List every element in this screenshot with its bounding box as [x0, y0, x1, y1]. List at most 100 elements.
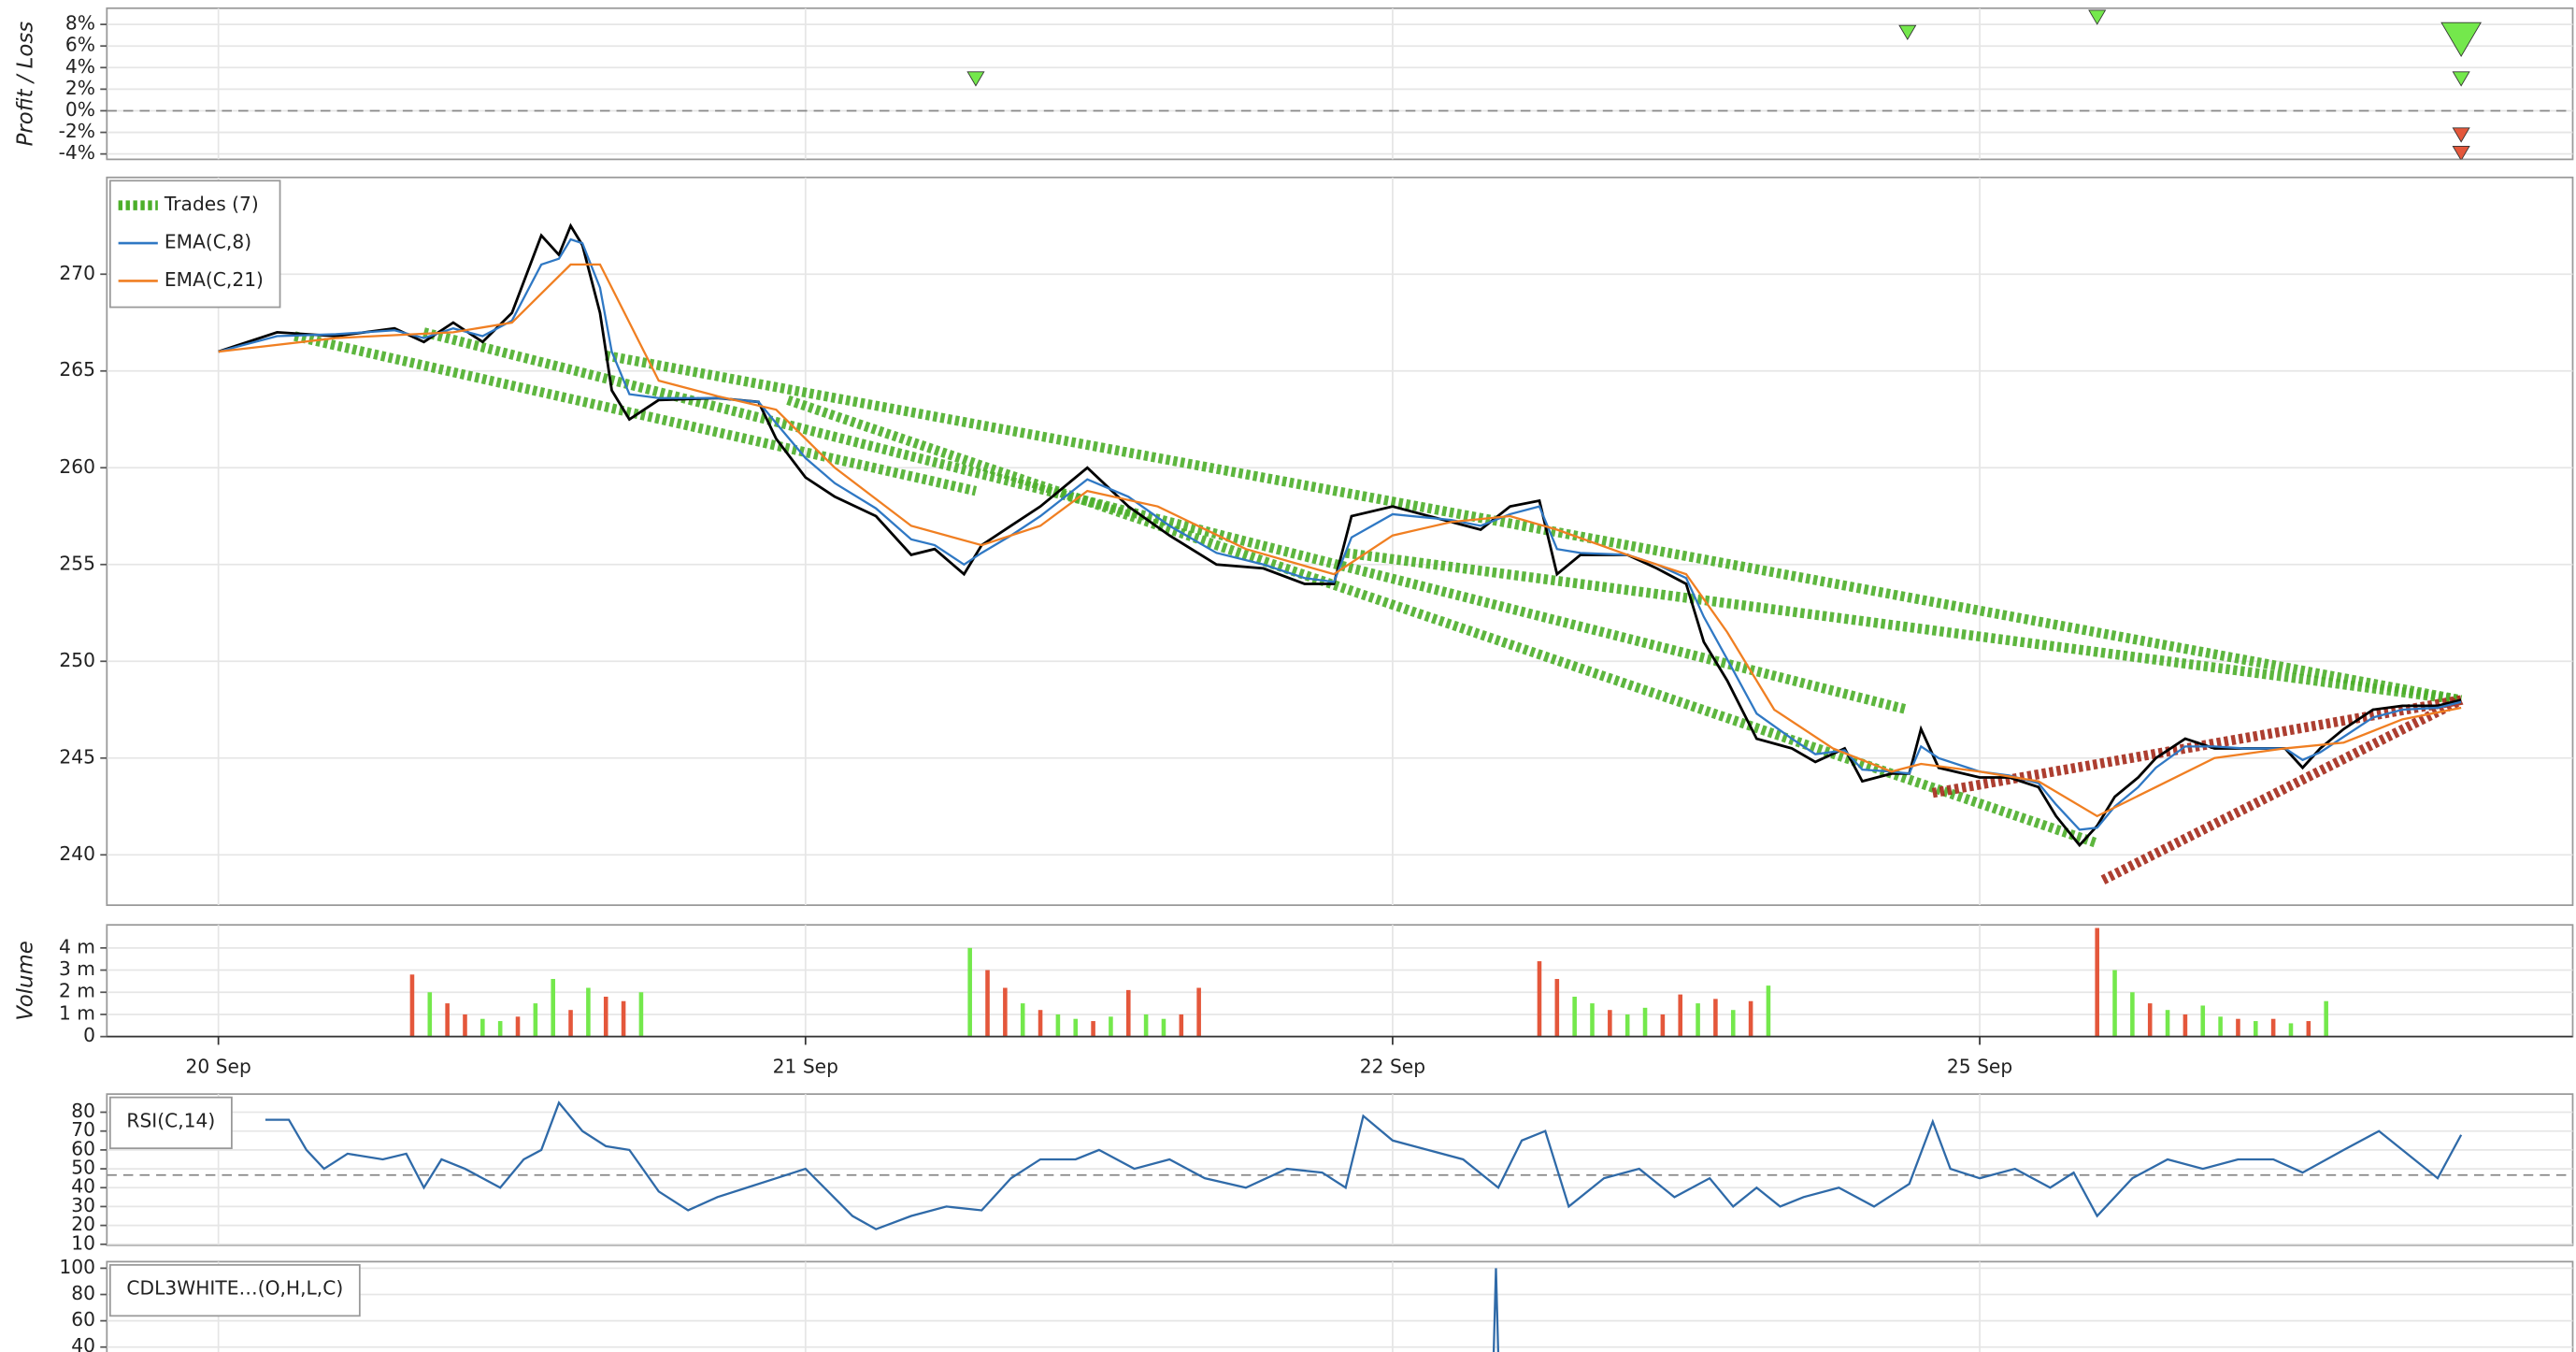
legend-box: [108, 1264, 361, 1317]
volume-bar: [1554, 979, 1560, 1037]
volume-bar: [2095, 928, 2099, 1037]
volume-bar: [1608, 1010, 1612, 1037]
volume-bar: [533, 1003, 538, 1037]
y-tick-label: 260: [59, 455, 95, 478]
y-tick-label: 6%: [65, 34, 95, 56]
panel-frame: [106, 1093, 2574, 1246]
volume-bar: [445, 1003, 450, 1037]
y-tick-label: 8%: [65, 12, 95, 35]
volume-bar: [2324, 1000, 2328, 1037]
trade-line: [422, 327, 1910, 715]
y-tick-label: 20: [71, 1213, 95, 1235]
volume-bar: [463, 1014, 467, 1037]
y-tick-label: 70: [71, 1118, 95, 1141]
volume-bar: [1055, 1014, 1061, 1037]
plot-area: [107, 1094, 2573, 1245]
series-line: [218, 223, 2462, 848]
volume-bar: [1748, 1000, 1753, 1037]
volume-bar: [1109, 1016, 1113, 1037]
volume-bar: [967, 947, 972, 1037]
volume-bar: [1572, 996, 1577, 1037]
volume-bar: [1678, 994, 1683, 1037]
plot-area: [107, 7, 2573, 160]
x-tick-label: 21 Sep: [773, 1056, 838, 1078]
volume-bar: [2236, 1018, 2240, 1037]
volume-bar: [621, 1000, 626, 1037]
trade-marker: [2452, 146, 2470, 160]
y-tick-label: 80: [71, 1100, 95, 1122]
volume-bar: [515, 1016, 521, 1037]
volume-bar: [1196, 987, 1201, 1037]
volume-bar: [427, 992, 433, 1037]
y-tick-label: 40: [71, 1334, 95, 1352]
y-tick-label: -4%: [59, 141, 95, 164]
volume-bar: [551, 979, 555, 1037]
y-tick-label: 4%: [65, 55, 95, 78]
trade-marker: [2088, 9, 2107, 25]
volume-bar: [1696, 1003, 1700, 1037]
volume-bar: [1537, 961, 1542, 1037]
y-axis-label: Profit / Loss: [14, 22, 38, 147]
trade-line: [293, 331, 978, 496]
volume-bar: [1660, 1014, 1666, 1037]
trade-marker: [2440, 22, 2483, 57]
volume-bar: [1143, 1014, 1149, 1037]
volume-bar: [2270, 1018, 2276, 1037]
volume-bar: [1624, 1014, 1630, 1037]
y-axis-label: Volume: [14, 941, 38, 1020]
y-tick-label: 2%: [65, 77, 95, 99]
volume-bar: [1713, 999, 1718, 1037]
y-tick-label: 250: [59, 649, 95, 671]
series-line: [218, 237, 2462, 831]
volume-bar: [497, 1021, 503, 1037]
y-tick-label: 80: [71, 1282, 95, 1304]
x-tick-label: 20 Sep: [186, 1056, 251, 1078]
volume-bar: [1003, 987, 1008, 1037]
volume-bar: [586, 987, 591, 1037]
y-tick-label: 60: [71, 1137, 95, 1159]
volume-bar: [1073, 1018, 1079, 1037]
volume-bar: [603, 996, 608, 1037]
volume-bar: [1161, 1018, 1166, 1037]
volume-bar: [2254, 1021, 2258, 1037]
y-tick-label: 10: [71, 1231, 95, 1254]
volume-bar: [2200, 1005, 2206, 1037]
trade-line: [1344, 548, 2462, 705]
y-tick-label: 255: [59, 552, 95, 574]
volume-bar: [2218, 1016, 2223, 1037]
y-tick-label: 100: [59, 1256, 95, 1278]
series-line: [265, 1100, 2463, 1230]
legend-label: CDL3WHITE…(O,H,L,C): [126, 1277, 343, 1300]
y-tick-label: 240: [59, 842, 95, 865]
volume-bar: [1766, 985, 1771, 1037]
volume-bar: [638, 992, 644, 1037]
y-tick-label: 3 m: [59, 957, 95, 980]
y-tick-label: 0%: [65, 98, 95, 121]
legend-box: [108, 1096, 233, 1150]
y-tick-label: 2 m: [59, 980, 95, 1002]
volume-bar: [480, 1018, 485, 1037]
series-line: [1492, 1268, 1500, 1352]
panel-frame: [106, 1260, 2574, 1352]
trade-line: [2100, 695, 2464, 885]
y-tick-label: 4 m: [59, 935, 95, 957]
volume-bar: [2306, 1021, 2311, 1037]
legend-label: Trades (7): [164, 193, 259, 215]
legend-label: EMA(C,21): [165, 268, 264, 291]
trade-marker: [966, 71, 985, 87]
volume-bar: [1590, 1003, 1595, 1037]
panel-frame: [106, 176, 2574, 906]
y-tick-label: -2%: [59, 120, 95, 142]
volume-bar: [2147, 1003, 2153, 1037]
volume-bar: [2165, 1010, 2170, 1037]
trade-line: [786, 395, 2099, 848]
y-tick-label: 270: [59, 262, 95, 284]
volume-bar: [1038, 1010, 1043, 1037]
plot-area: [107, 177, 2573, 906]
volume-bar: [1020, 1003, 1025, 1037]
y-tick-label: 50: [71, 1157, 95, 1179]
y-tick-label: 0: [83, 1024, 95, 1046]
volume-bar: [2130, 992, 2135, 1037]
